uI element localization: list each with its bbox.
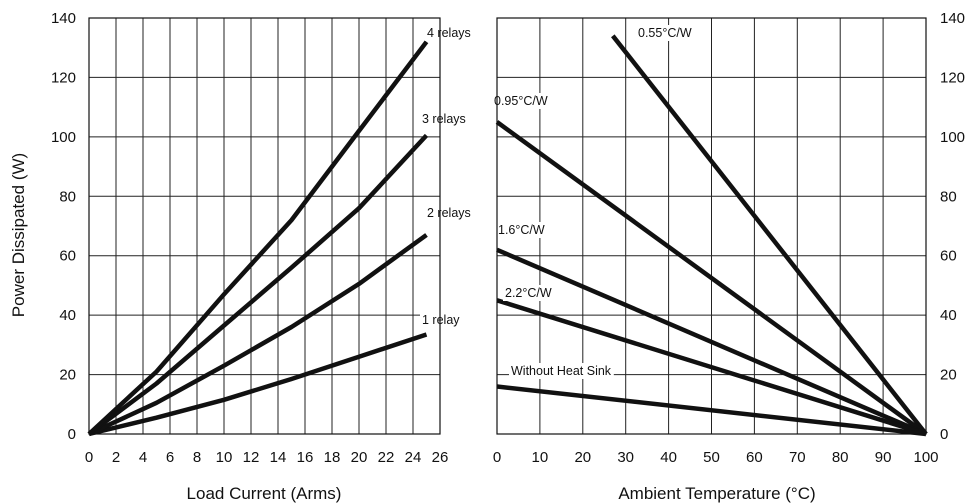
series-label-background bbox=[496, 222, 547, 238]
x-tick-label: 8 bbox=[193, 449, 201, 466]
series-label: 0.55°C/W bbox=[638, 26, 692, 40]
x-tick-label: 18 bbox=[324, 449, 341, 466]
x-tick-label: 20 bbox=[351, 449, 368, 466]
y-tick-label: 100 bbox=[940, 129, 965, 146]
y-tick-label: 0 bbox=[68, 426, 76, 443]
x-tick-label: 10 bbox=[532, 449, 549, 466]
series-label: 1.6°C/W bbox=[498, 223, 545, 237]
series-line bbox=[496, 384, 927, 437]
x-tick-label: 80 bbox=[832, 449, 849, 466]
series-label: 3 relays bbox=[422, 112, 466, 126]
series-label-background bbox=[492, 93, 550, 109]
left-plot-frame bbox=[88, 17, 441, 435]
right-plot-frame bbox=[496, 17, 927, 435]
series-line bbox=[88, 233, 428, 437]
right-y-tick-labels: 0 20 40 60 80 100 120 140 bbox=[940, 10, 965, 443]
series-line bbox=[496, 247, 927, 437]
left-y-axis-title: Power Dissipated (W) bbox=[9, 153, 28, 317]
x-tick-label: 14 bbox=[270, 449, 287, 466]
y-tick-label: 40 bbox=[940, 307, 957, 324]
y-tick-label: 60 bbox=[59, 248, 76, 265]
left-x-axis-title: Load Current (Arms) bbox=[187, 484, 342, 503]
x-tick-label: 4 bbox=[139, 449, 147, 466]
y-tick-label: 120 bbox=[51, 69, 76, 86]
left-y-tick-labels: 0 20 40 60 80 100 120 140 bbox=[51, 10, 76, 443]
right-x-tick-labels: 0 10 20 30 40 50 60 70 80 90 100 bbox=[493, 449, 939, 466]
right-series-group: 0.55°C/W 0.95°C/W 1.6°C/W 2.2°C/W Without He… bbox=[492, 25, 928, 437]
right-x-axis-title: Ambient Temperature (°C) bbox=[618, 484, 815, 503]
series-label: 4 relays bbox=[427, 26, 471, 40]
series-label: 2 relays bbox=[427, 206, 471, 220]
x-tick-label: 40 bbox=[660, 449, 677, 466]
x-tick-label: 70 bbox=[789, 449, 806, 466]
x-tick-label: 24 bbox=[405, 449, 422, 466]
x-tick-label: 0 bbox=[493, 449, 501, 466]
series-label: 0.95°C/W bbox=[494, 94, 548, 108]
x-tick-label: 26 bbox=[432, 449, 449, 466]
right-panel: 0.55°C/W 0.95°C/W 1.6°C/W 2.2°C/W Without He… bbox=[492, 10, 965, 503]
x-tick-label: 16 bbox=[297, 449, 314, 466]
y-tick-label: 80 bbox=[940, 188, 957, 205]
y-tick-label: 60 bbox=[940, 248, 957, 265]
x-tick-label: 30 bbox=[617, 449, 634, 466]
series-line bbox=[496, 298, 927, 437]
series-label-background bbox=[425, 205, 473, 221]
series-label: Without Heat Sink bbox=[511, 364, 612, 378]
y-tick-label: 100 bbox=[51, 129, 76, 146]
y-tick-label: 140 bbox=[51, 10, 76, 27]
y-tick-label: 120 bbox=[940, 69, 965, 86]
series-label-background bbox=[509, 363, 614, 379]
x-tick-label: 22 bbox=[378, 449, 395, 466]
x-tick-label: 6 bbox=[166, 449, 174, 466]
x-tick-label: 12 bbox=[243, 449, 260, 466]
x-tick-label: 90 bbox=[875, 449, 892, 466]
y-tick-label: 0 bbox=[940, 426, 948, 443]
series-line bbox=[87, 133, 429, 436]
series-label-background bbox=[425, 25, 473, 41]
x-tick-label: 10 bbox=[216, 449, 233, 466]
x-tick-label: 60 bbox=[746, 449, 763, 466]
series-label-background bbox=[420, 312, 463, 328]
series-line bbox=[495, 120, 928, 436]
x-tick-label: 20 bbox=[574, 449, 591, 466]
left-series-group: 1 relay 2 relays 3 relays 4 relays bbox=[87, 25, 473, 437]
y-tick-label: 40 bbox=[59, 307, 76, 324]
x-tick-label: 2 bbox=[112, 449, 120, 466]
series-label: 2.2°C/W bbox=[505, 286, 552, 300]
y-tick-label: 80 bbox=[59, 188, 76, 205]
x-tick-label: 50 bbox=[703, 449, 720, 466]
series-line bbox=[88, 332, 428, 437]
y-tick-label: 20 bbox=[940, 367, 957, 384]
left-grid bbox=[88, 17, 441, 435]
series-line bbox=[87, 40, 429, 436]
series-label-background bbox=[636, 25, 694, 41]
series-label: 1 relay bbox=[422, 313, 460, 327]
x-tick-label: 0 bbox=[85, 449, 93, 466]
left-x-tick-labels: 0 2 4 6 8 10 12 14 16 18 20 22 24 26 bbox=[85, 449, 449, 466]
series-label-background bbox=[420, 111, 468, 127]
x-tick-label: 100 bbox=[913, 449, 938, 466]
series-label-background bbox=[503, 285, 554, 301]
y-tick-label: 140 bbox=[940, 10, 965, 27]
series-line bbox=[611, 34, 928, 436]
y-tick-label: 20 bbox=[59, 367, 76, 384]
